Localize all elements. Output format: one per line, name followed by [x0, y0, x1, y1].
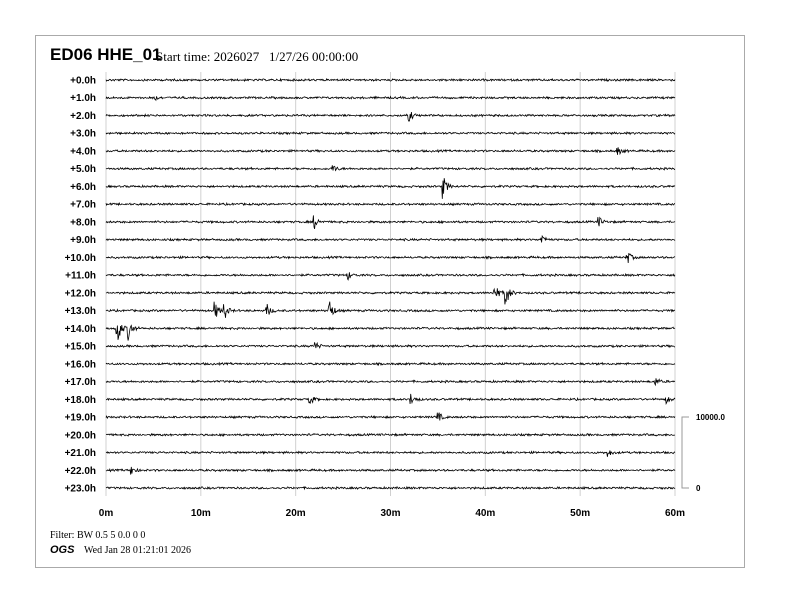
row-label: +9.0h — [70, 235, 96, 246]
trace-row — [105, 234, 676, 243]
trace-row — [105, 95, 676, 102]
row-label: +11.0h — [65, 271, 96, 282]
trace-row — [105, 178, 676, 199]
x-tick-label: 40m — [475, 508, 495, 519]
row-label: +22.0h — [65, 466, 96, 477]
trace-row — [105, 77, 676, 83]
scale-bottom-label: 0 — [696, 484, 701, 493]
trace-row — [105, 432, 675, 437]
row-label: +23.0h — [65, 484, 96, 495]
trace-row — [105, 361, 676, 367]
row-label: +7.0h — [70, 200, 96, 211]
trace-row — [105, 324, 676, 341]
trace-row — [105, 147, 676, 156]
filter-info: Filter: BW 0.5 5 0.0 0 0 — [50, 530, 146, 541]
trace-row — [105, 378, 676, 387]
trace-row — [105, 201, 675, 207]
trace-row — [105, 450, 676, 457]
plot-frame — [35, 35, 745, 568]
row-label: +1.0h — [70, 93, 96, 104]
row-label: +19.0h — [65, 413, 96, 424]
row-label: +4.0h — [70, 146, 96, 157]
trace-row — [105, 252, 676, 264]
generated-date: Wed Jan 28 01:21:01 2026 — [84, 545, 191, 556]
scale-bar — [681, 416, 689, 489]
x-tick-label: 60m — [665, 508, 685, 519]
row-label: +14.0h — [65, 324, 96, 335]
row-label: +17.0h — [65, 377, 96, 388]
org-label: OGS — [50, 544, 75, 556]
x-tick-label: 0m — [99, 508, 114, 519]
row-label: +21.0h — [65, 448, 96, 459]
x-tick-label: 10m — [191, 508, 211, 519]
trace-row — [105, 131, 676, 136]
trace-row — [105, 112, 676, 122]
row-label: +3.0h — [70, 129, 96, 140]
row-label: +13.0h — [65, 306, 96, 317]
scale-top-label: 10000.0 — [696, 413, 725, 422]
start-time: Start time: 2026027 1/27/26 00:00:00 — [156, 49, 359, 64]
row-label: +16.0h — [65, 359, 96, 370]
trace-row — [105, 485, 676, 491]
row-label: +0.0h — [70, 76, 96, 87]
trace-row — [105, 466, 676, 475]
station-title: ED06 HHE_01 — [50, 45, 162, 64]
trace-row — [105, 272, 676, 281]
x-tick-label: 20m — [286, 508, 306, 519]
row-label: +6.0h — [70, 182, 96, 193]
trace-row — [105, 341, 676, 349]
row-label: +2.0h — [70, 111, 96, 122]
trace-row — [105, 215, 676, 230]
row-label: +18.0h — [65, 395, 96, 406]
trace-row — [105, 165, 676, 172]
trace-row — [106, 393, 676, 406]
row-label: +8.0h — [70, 217, 96, 228]
row-label: +10.0h — [65, 253, 96, 264]
x-tick-label: 30m — [380, 508, 400, 519]
row-label: +20.0h — [65, 430, 96, 441]
trace-row — [105, 287, 676, 305]
row-label: +15.0h — [65, 342, 96, 353]
row-label: +5.0h — [70, 164, 96, 175]
trace-row — [105, 412, 676, 421]
row-label: +12.0h — [65, 288, 96, 299]
x-tick-label: 50m — [570, 508, 590, 519]
trace-row — [105, 301, 676, 318]
